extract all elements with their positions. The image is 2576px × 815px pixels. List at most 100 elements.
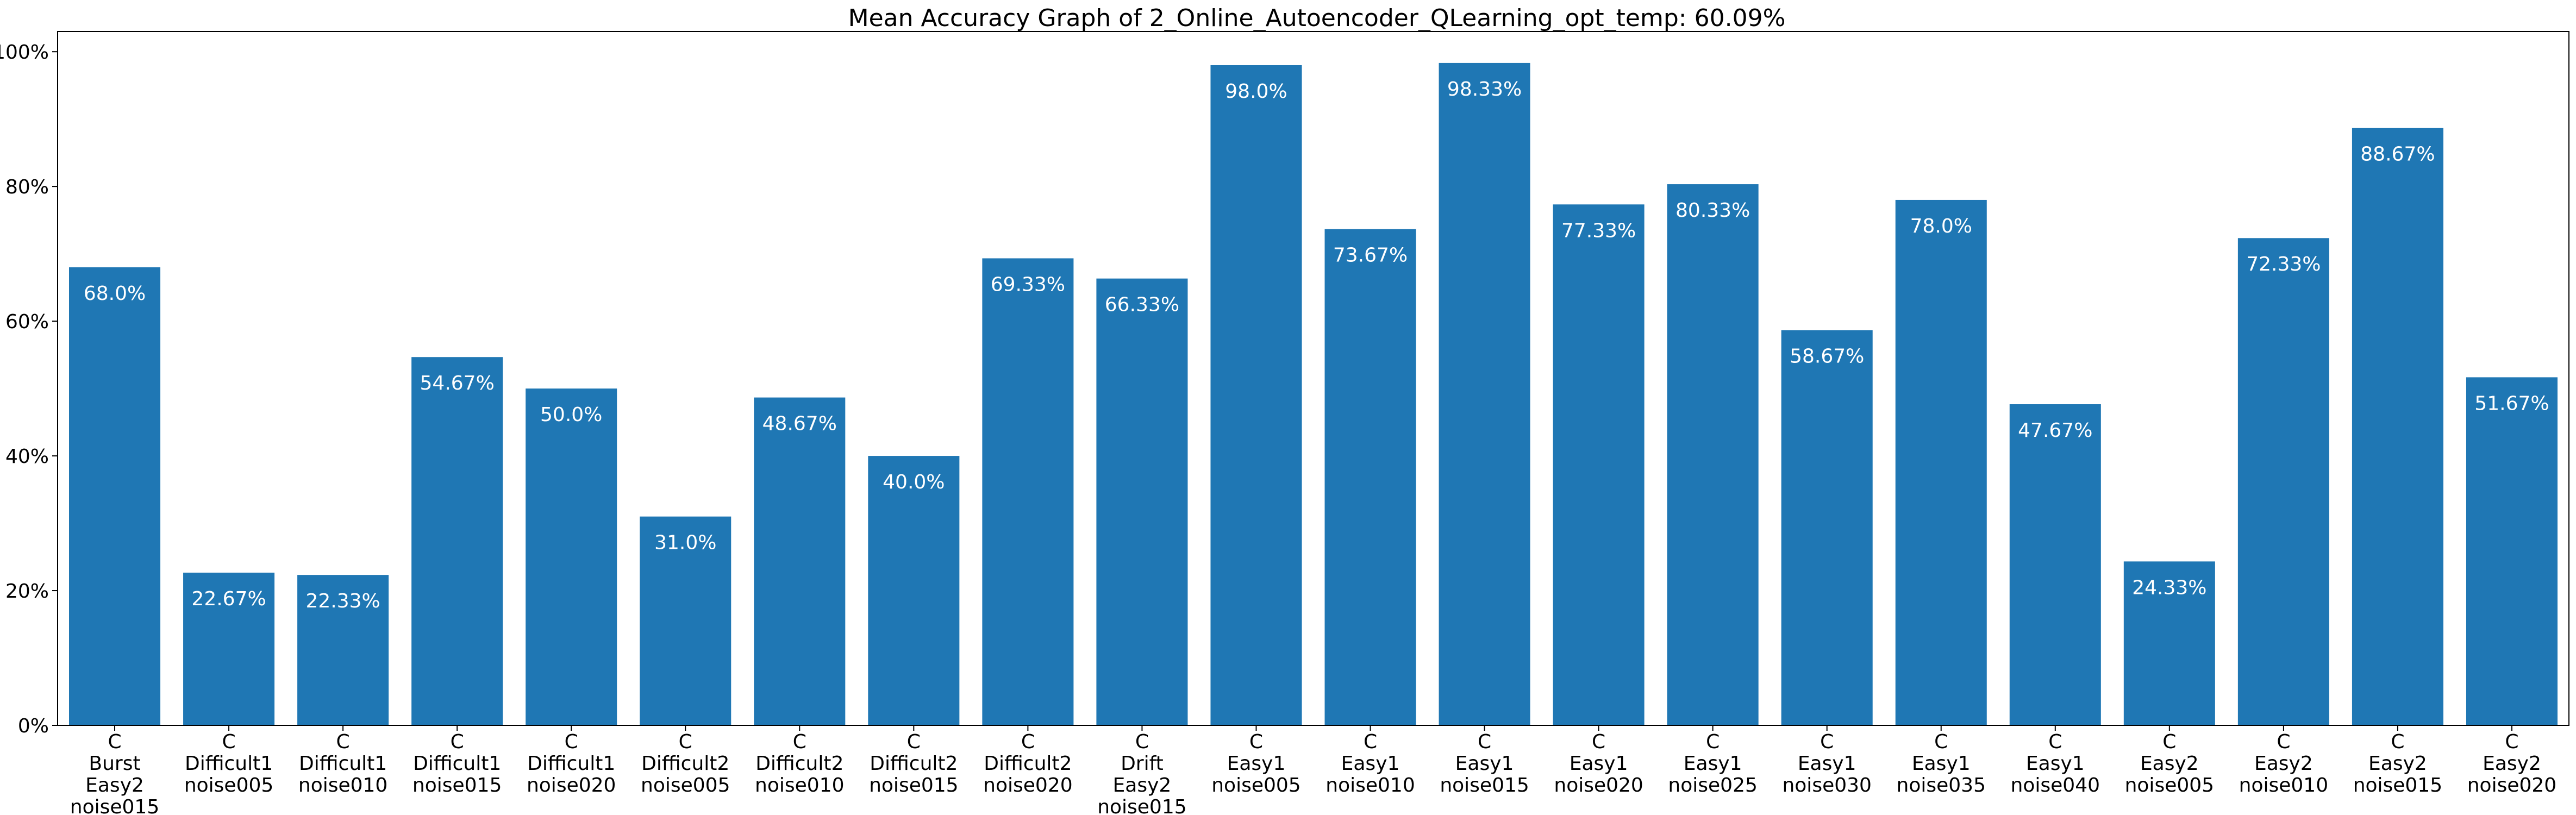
y-tick-label: 20% — [5, 580, 49, 603]
x-tick-label-line: Burst — [89, 753, 140, 775]
bar — [1439, 62, 1530, 726]
x-tick-label-line: C — [2162, 731, 2176, 753]
bar-value-label: 24.33% — [2132, 576, 2206, 599]
x-tick-label-line: Difficult2 — [984, 753, 1072, 775]
x-tick-label: C Easy1 noise010 — [1325, 731, 1415, 797]
x-tick-label: C Easy1 noise025 — [1668, 731, 1757, 797]
bar — [2466, 377, 2558, 725]
x-tick-label: C Burst Easy2 noise015 — [70, 731, 159, 815]
x-tick-label-line: noise015 — [70, 796, 159, 815]
x-tick-label-line: noise025 — [1668, 774, 1757, 797]
bar — [754, 397, 846, 725]
x-tick-label-line: noise005 — [1211, 774, 1300, 797]
y-tick-label: 0% — [18, 715, 49, 737]
bar-value-label: 98.0% — [1225, 80, 1287, 103]
x-tick-label: C Difficult1 noise020 — [527, 731, 616, 797]
bar-value-label: 68.0% — [84, 283, 146, 305]
x-tick-label-line: noise020 — [527, 774, 616, 797]
x-tick-label: C Difficult1 noise005 — [184, 731, 273, 797]
bar-value-label: 58.67% — [1790, 346, 1864, 368]
x-tick-label-line: Easy1 — [1341, 753, 1400, 775]
bar — [1895, 199, 1987, 726]
x-tick-label-line: Easy1 — [1798, 753, 1856, 775]
bar — [2237, 238, 2329, 726]
x-tick-label: C Difficult1 noise010 — [298, 731, 387, 797]
x-tick-label-line: noise010 — [298, 774, 387, 797]
bar-value-label: 22.33% — [305, 590, 380, 612]
x-tick-label: C Easy1 noise030 — [1782, 731, 1871, 797]
x-tick-label-line: Difficult2 — [870, 753, 958, 775]
x-tick-label-line: C — [1934, 731, 1948, 753]
bar — [526, 388, 617, 725]
y-tick-label: 80% — [5, 176, 49, 198]
x-tick-label-line: noise005 — [2125, 774, 2214, 797]
x-tick-label-line: C — [1820, 731, 1834, 753]
bar — [2123, 561, 2215, 725]
bar-value-label: 48.67% — [762, 413, 837, 435]
x-tick-label: C Easy2 noise020 — [2467, 731, 2556, 797]
x-tick-label-line: Drift — [1121, 753, 1164, 775]
x-tick-label-line: Easy1 — [1227, 753, 1286, 775]
x-tick-label-line: noise005 — [641, 774, 730, 797]
bar — [2352, 128, 2443, 725]
x-tick-label-line: Easy2 — [2254, 753, 2313, 775]
bar — [1553, 204, 1645, 725]
y-tick-label: 100% — [0, 41, 49, 64]
x-tick-label-line: C — [108, 731, 121, 753]
bars-layer — [69, 62, 2558, 726]
bar — [1781, 330, 1873, 725]
bar — [69, 267, 161, 726]
x-tick-label-line: C — [336, 731, 350, 753]
x-tick-label-line: Easy2 — [2483, 753, 2541, 775]
x-tick-label: C Difficult2 noise020 — [983, 731, 1072, 797]
x-tick-label-line: Difficult1 — [299, 753, 387, 775]
bar-value-label: 98.33% — [1447, 78, 1522, 101]
x-tick-label-line: noise015 — [1097, 796, 1186, 815]
bar-value-label: 50.0% — [540, 404, 602, 426]
bar — [1667, 184, 1759, 726]
bar-value-label: 51.67% — [2474, 392, 2549, 415]
x-tick-label-line: C — [2391, 731, 2404, 753]
x-tick-label-line: noise020 — [983, 774, 1072, 797]
x-tick-label-line: noise015 — [2353, 774, 2442, 797]
x-tick-label-line: Easy1 — [1912, 753, 1971, 775]
x-tick-label-line: Easy2 — [1113, 774, 1172, 797]
x-tick-label-line: C — [565, 731, 578, 753]
x-tick-label-line: noise010 — [1325, 774, 1415, 797]
bar — [1324, 229, 1416, 726]
x-tick-label-line: Easy1 — [1455, 753, 1514, 775]
bar-value-label: 73.67% — [1333, 244, 1408, 267]
bar — [2009, 404, 2101, 725]
x-tick-label-line: Easy1 — [2026, 753, 2085, 775]
x-tick-label-line: Difficult2 — [641, 753, 729, 775]
x-tick-label-line: Easy1 — [1684, 753, 1742, 775]
x-tick-label: C Difficult2 noise010 — [755, 731, 844, 797]
bar-value-label: 47.67% — [2018, 419, 2092, 442]
x-tick-label-line: C — [1249, 731, 1263, 753]
x-tick-label-line: Easy2 — [2140, 753, 2199, 775]
x-tick-label-line: C — [907, 731, 921, 753]
bar — [640, 516, 731, 725]
bar-value-label: 31.0% — [654, 532, 716, 554]
x-tick-label-line: C — [2048, 731, 2062, 753]
x-tick-label-line: C — [793, 731, 806, 753]
x-tick-label: C Easy1 noise035 — [1897, 731, 1986, 797]
x-tick-label-line: noise015 — [1440, 774, 1529, 797]
x-tick-label-line: Easy1 — [1570, 753, 1628, 775]
x-tick-label-line: noise020 — [1554, 774, 1643, 797]
bar-value-label: 78.0% — [1910, 215, 1972, 237]
x-tick-label-line: C — [679, 731, 692, 753]
x-tick-label-line: C — [1706, 731, 1720, 753]
chart-title: Mean Accuracy Graph of 2_Online_Autoenco… — [848, 4, 1786, 32]
x-tick-label-line: C — [1592, 731, 1605, 753]
x-tick-label: C Drift Easy2 noise015 — [1097, 731, 1186, 815]
x-tick-label: C Difficult2 noise015 — [869, 731, 958, 797]
bar — [982, 258, 1074, 725]
bar — [1210, 65, 1302, 726]
x-tick-label-line: C — [1135, 731, 1149, 753]
x-tick-label: C Easy1 noise005 — [1211, 731, 1300, 797]
x-tick-label-line: noise030 — [1782, 774, 1871, 797]
x-tick-label: C Easy2 noise005 — [2125, 731, 2214, 797]
x-tick-label-line: noise005 — [184, 774, 273, 797]
